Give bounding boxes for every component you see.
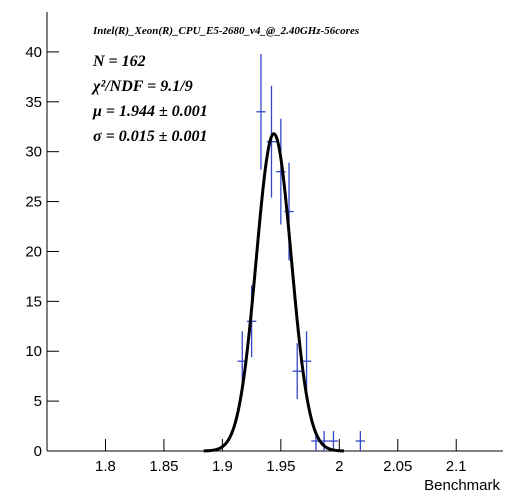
y-tick-label: 15 [25, 293, 42, 310]
x-tick-label: 1.8 [95, 458, 116, 475]
y-tick-label: 0 [34, 443, 42, 460]
x-axis-label: Benchmark [424, 477, 500, 494]
y-tick-label: 5 [34, 393, 42, 410]
x-tick-label: 2.05 [383, 458, 412, 475]
y-tick-label: 25 [25, 194, 42, 211]
x-tick-label: 1.95 [266, 458, 295, 475]
x-tick-label: 2.1 [446, 458, 467, 475]
x-tick-label: 2 [335, 458, 343, 475]
stats-line: N = 162 [92, 53, 146, 70]
y-tick-label: 30 [25, 144, 42, 161]
chart-title: Intel(R)_Xeon(R)_CPU_E5-2680_v4_@_2.40GH… [92, 25, 359, 37]
stats-line: χ²/NDF = 9.1/9 [91, 78, 193, 95]
y-tick-label: 20 [25, 243, 42, 260]
y-tick-label: 10 [25, 343, 42, 360]
stats-line: μ = 1.944 ± 0.001 [92, 103, 208, 120]
y-tick-label: 35 [25, 94, 42, 111]
x-tick-label: 1.9 [212, 458, 233, 475]
x-tick-label: 1.85 [149, 458, 178, 475]
y-tick-label: 40 [25, 44, 42, 61]
fit-curve [203, 132, 345, 453]
stats-line: σ = 0.015 ± 0.001 [93, 128, 208, 145]
